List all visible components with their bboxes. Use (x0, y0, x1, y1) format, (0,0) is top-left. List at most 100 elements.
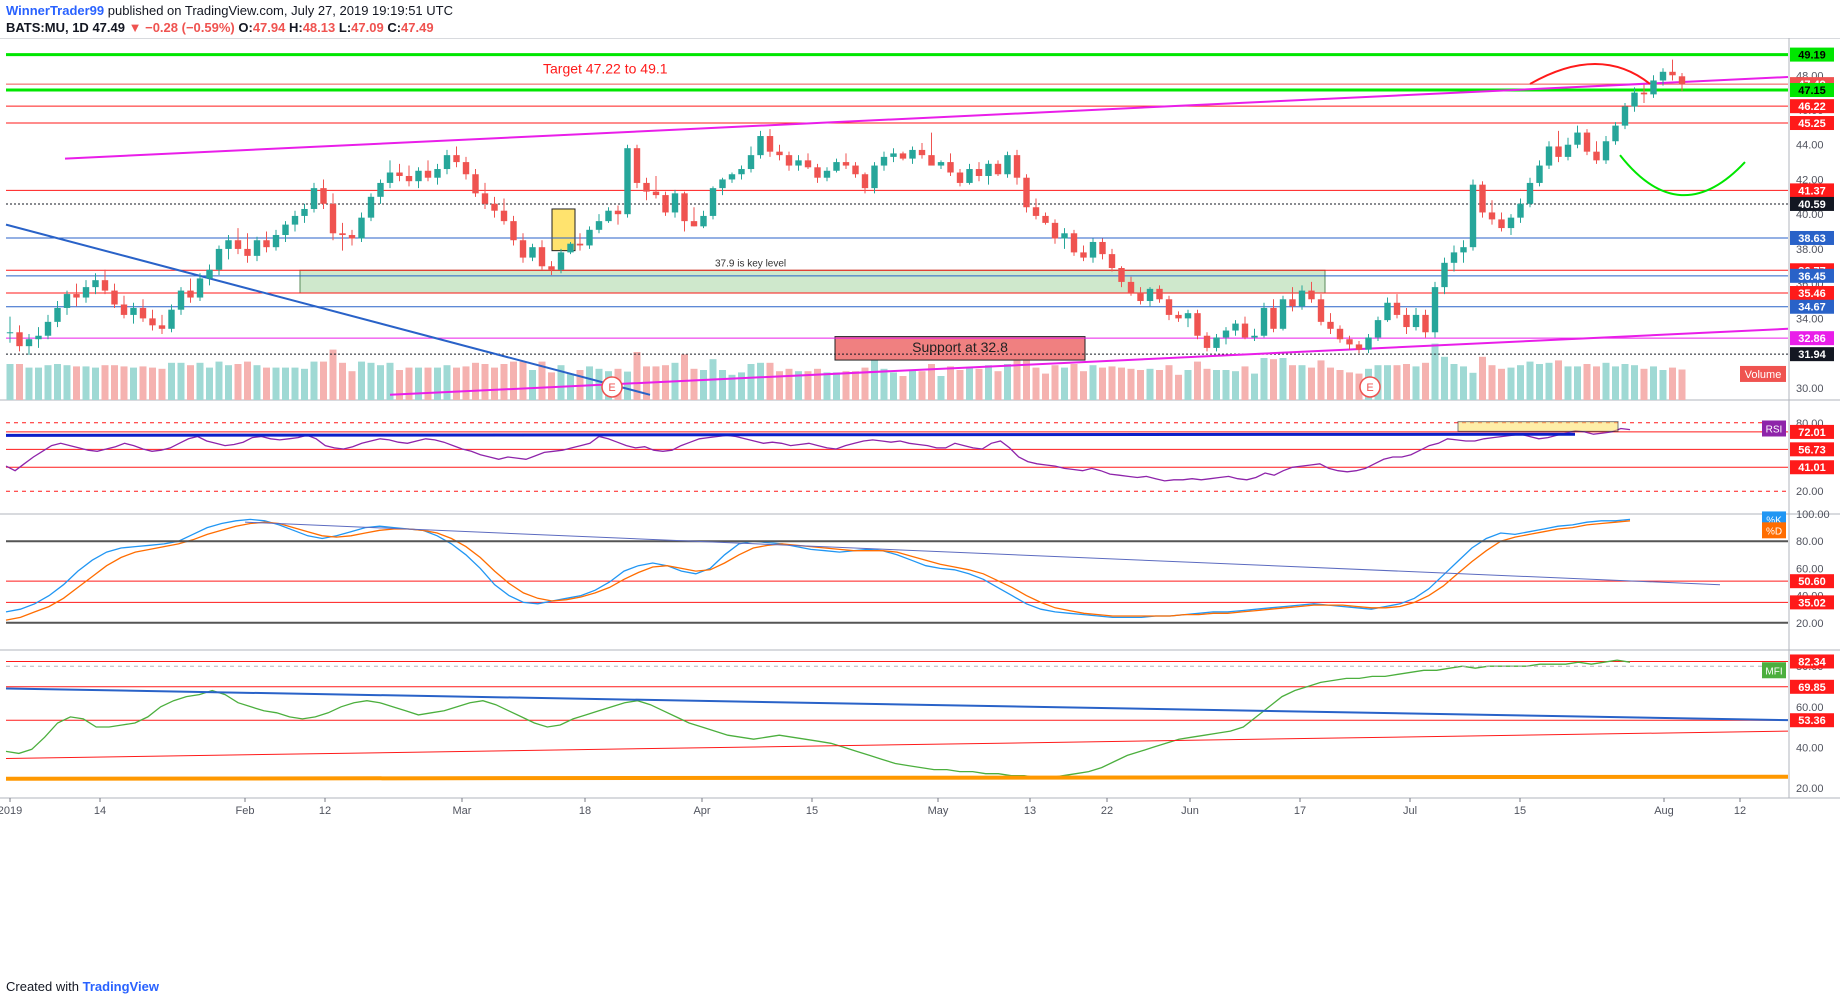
volume-bar (1640, 368, 1648, 400)
level-tag-label: 49.19 (1798, 50, 1826, 62)
volume-bar (1621, 364, 1629, 400)
candle-body (1032, 207, 1040, 216)
volume-bar (377, 365, 384, 400)
candle-body (1070, 233, 1078, 253)
candle-body (529, 247, 536, 258)
level-tag (1790, 83, 1834, 98)
candle-body (909, 149, 916, 159)
support-label: Support at 32.8 (912, 339, 1008, 355)
close-value: 47.49 (401, 20, 434, 35)
candle-body (1640, 92, 1648, 95)
rsi-tag-label: RSI (1766, 425, 1783, 436)
volume-bar (1507, 367, 1515, 400)
candle-body (1127, 281, 1135, 293)
chart-canvas[interactable]: 30.0032.0034.0036.0038.0040.0042.0044.00… (0, 38, 1840, 978)
candle-body (662, 195, 669, 213)
volume-bar (310, 361, 318, 400)
mfi-tag (1762, 662, 1786, 679)
candle-body (1450, 252, 1458, 263)
candle-body (405, 175, 413, 182)
candle-body (567, 243, 574, 253)
candle-body (728, 174, 736, 180)
x-tick-label: Aug (1654, 805, 1674, 817)
candle-body (538, 247, 546, 267)
candle-body (1384, 302, 1391, 321)
volume-bar (6, 364, 14, 400)
level-tag-label: 40.59 (1798, 199, 1826, 211)
volume-bar (1127, 368, 1135, 400)
candle-body (206, 269, 213, 279)
volume-tag-label: Volume (1745, 369, 1782, 381)
mfi-level-label: 82.34 (1798, 656, 1826, 668)
volume-bar (73, 366, 80, 400)
level-tag (1790, 183, 1834, 198)
tradingview-logo[interactable]: TradingView (82, 979, 159, 994)
level-tag-label: 32.86 (1798, 333, 1826, 345)
target-arc (1529, 62, 1651, 85)
volume-bar (1118, 367, 1125, 400)
candle-body (1650, 80, 1657, 95)
volume-bar (1612, 366, 1619, 400)
candle-body (377, 182, 384, 197)
candle-body (329, 203, 337, 234)
volume-bar (700, 370, 707, 400)
candle-body (158, 325, 166, 329)
key-level-label: 37.9 is key level (715, 258, 786, 269)
candle-body (234, 240, 242, 249)
level-tag (1790, 230, 1834, 245)
level-tag-label: 36.45 (1798, 271, 1826, 283)
volume-bar (833, 372, 840, 400)
volume-bar (1403, 364, 1410, 400)
volume-bar (196, 362, 204, 400)
candle-body (500, 210, 508, 222)
candle-body (1232, 323, 1239, 331)
volume-bar (785, 368, 793, 400)
candle-body (1099, 241, 1106, 255)
candle-body (1621, 106, 1629, 126)
x-tick-label: 14 (94, 805, 106, 817)
lower-trendline (389, 327, 1789, 396)
highlight-box (551, 208, 576, 252)
candle-body (671, 193, 679, 213)
candle-body (1669, 71, 1676, 76)
candle-body (1583, 132, 1591, 152)
candle-body (244, 248, 251, 256)
volume-bar (339, 362, 346, 400)
stoch-level-label: 35.02 (1798, 597, 1826, 609)
volume-bar (358, 361, 365, 400)
candle-body (396, 172, 403, 176)
mfi-line (5, 659, 1631, 779)
candle-body (1013, 155, 1021, 178)
earnings-marker (601, 376, 623, 398)
candle-body (690, 221, 698, 227)
x-tick-label: Jun (1181, 805, 1199, 817)
volume-bar (1108, 366, 1116, 400)
x-tick-label: 12 (319, 805, 331, 817)
candle-body (6, 332, 14, 334)
candle-body (833, 162, 840, 171)
price-pane[interactable]: 30.0032.0034.0036.0038.0040.0042.0044.00… (0, 47, 1840, 401)
x-tick-label: May (928, 805, 949, 817)
volume-bar (1384, 365, 1391, 400)
volume-bar (690, 368, 698, 400)
volume-bar (1574, 366, 1581, 400)
mfi-level-label: 53.36 (1798, 715, 1826, 727)
stoch-legend-label: %K (1766, 515, 1782, 526)
candle-body (1355, 344, 1363, 350)
volume-bar (1526, 361, 1534, 400)
author-link[interactable]: WinnerTrader99 (6, 3, 105, 18)
candle-body (643, 182, 650, 192)
volume-bar (120, 366, 128, 400)
candle-body (548, 266, 555, 270)
mfi-trendline-red (5, 730, 1789, 759)
candle-body (605, 210, 612, 222)
volume-bar (1602, 362, 1610, 400)
volume-bar (177, 362, 185, 400)
volume-bar (1080, 371, 1087, 400)
level-tag-label: 41.37 (1798, 185, 1826, 197)
volume-bar (776, 371, 783, 400)
candle-body (1051, 222, 1059, 239)
candle-body (82, 287, 90, 298)
candle-body (1441, 262, 1448, 288)
candle-body (1327, 321, 1334, 329)
